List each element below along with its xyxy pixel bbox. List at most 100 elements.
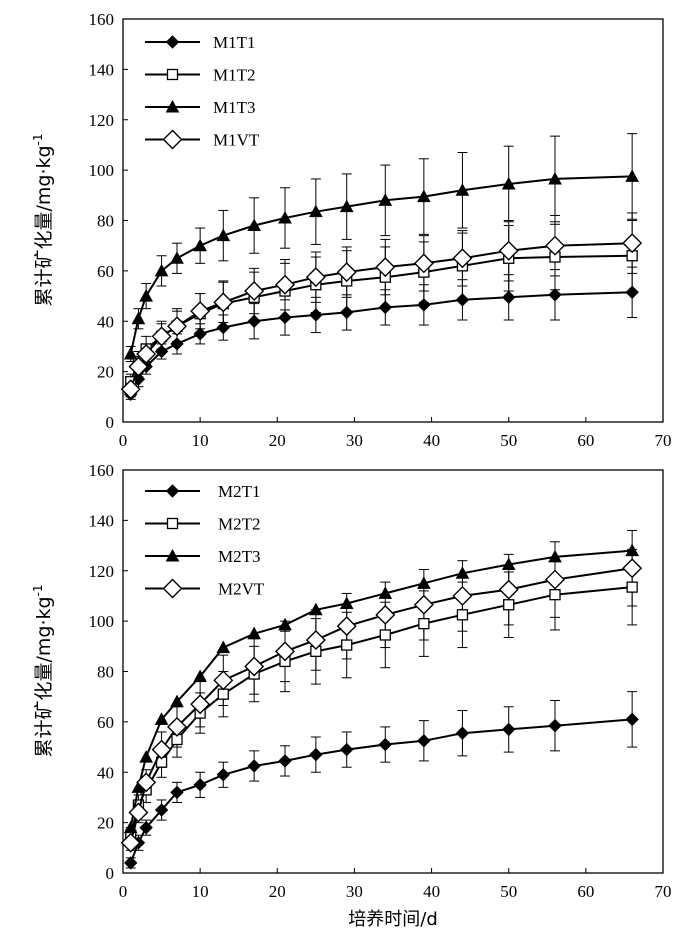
data-point-M2T1 — [124, 856, 138, 870]
x-tick-label: 0 — [119, 882, 128, 901]
x-tick-label: 70 — [655, 431, 672, 450]
data-point-M2T1 — [154, 803, 169, 817]
data-point-M2T3 — [501, 557, 516, 570]
legend-label: M2VT — [218, 580, 265, 599]
x-tick-label: 30 — [346, 882, 363, 901]
data-point-M1T3 — [131, 311, 146, 325]
legend-marker — [165, 35, 180, 49]
x-tick-label: 10 — [192, 882, 209, 901]
data-point-M2T2 — [379, 629, 391, 641]
data-point-M1T1 — [378, 300, 392, 315]
data-point-M1VT — [190, 301, 211, 322]
legend-label: M2T3 — [218, 547, 261, 566]
data-point-M2T1 — [548, 718, 562, 733]
data-point-M1T3 — [278, 210, 292, 224]
data-point-M1T1 — [455, 293, 470, 307]
data-point-M2VT — [336, 616, 357, 637]
data-point-M2T1 — [139, 820, 153, 835]
data-point-M1T3 — [193, 238, 207, 252]
plot-content-bottom: 0 10 20 30 40 50 60 70 0 20 40 60 80 100 120 140 160 M2T1… — [89, 461, 672, 901]
data-point-M1T1 — [502, 290, 516, 305]
data-point-M2T3 — [378, 586, 393, 599]
data-point-M2T3 — [247, 626, 261, 640]
data-point-M2VT — [128, 802, 149, 823]
data-point-M1T1 — [340, 305, 354, 320]
plot-content-top: 0 10 20 30 40 50 60 70 0 20 40 60 80 100 120 140 160 M1T1… — [89, 10, 672, 450]
data-point-M1VT — [275, 274, 295, 295]
y-tick-label: 160 — [89, 10, 115, 29]
y-tick-label: 140 — [89, 60, 115, 79]
data-point-M1T1 — [216, 320, 230, 335]
legend-label: M1T2 — [213, 66, 256, 85]
data-point-M2T1 — [417, 734, 431, 748]
y-tick-label: 80 — [97, 663, 114, 682]
data-point-M1T1 — [278, 310, 292, 325]
y-tick-label: 0 — [106, 413, 115, 432]
data-point-M1VT — [151, 326, 172, 347]
data-point-M2VT — [305, 630, 326, 651]
data-point-M2T1 — [278, 754, 292, 768]
legend-marker — [165, 548, 180, 562]
x-tick-label: 40 — [423, 882, 440, 901]
data-point-M1VT — [128, 356, 149, 377]
y-tick-label: 0 — [106, 864, 115, 883]
data-point-M2T2 — [549, 589, 561, 601]
y-tick-label: 140 — [89, 511, 115, 530]
data-point-M2T1 — [378, 737, 392, 752]
y-tick-label: 60 — [97, 713, 114, 732]
data-point-M1VT — [413, 253, 434, 274]
y-tick-label: 40 — [97, 312, 114, 331]
data-point-M1T3 — [170, 251, 184, 264]
data-point-M2T1 — [309, 747, 323, 762]
data-point-M1T1 — [170, 337, 184, 351]
data-point-M2T1 — [502, 722, 516, 737]
data-point-M2T3 — [170, 694, 184, 708]
data-point-M1VT — [213, 292, 234, 313]
data-point-M2T1 — [247, 759, 261, 773]
data-point-M2VT — [167, 716, 187, 737]
data-point-M2T3 — [193, 669, 207, 683]
legend-marker — [165, 484, 180, 498]
legend-marker — [166, 517, 179, 530]
data-point-M1T3 — [216, 228, 231, 242]
y-tick-label: 100 — [89, 161, 115, 180]
plot-frame-top — [122, 18, 664, 423]
data-point-M2T2 — [341, 639, 353, 651]
legend-label: M1T1 — [213, 33, 256, 52]
data-point-M2T3 — [139, 750, 153, 763]
legend-label: M1T3 — [213, 98, 256, 117]
data-point-M2T2 — [503, 599, 515, 611]
data-point-M2T1 — [193, 778, 207, 792]
x-tick-label: 60 — [577, 882, 594, 901]
data-point-M1T3 — [123, 346, 138, 360]
data-point-M2VT — [244, 656, 265, 677]
series-line-M2T1 — [129, 718, 633, 864]
data-point-M1T3 — [378, 193, 393, 206]
data-point-M1T1 — [548, 288, 562, 302]
data-point-M2VT — [190, 694, 211, 715]
data-point-M1VT — [452, 248, 473, 269]
x-tick-label: 50 — [500, 882, 517, 901]
data-point-M1VT — [375, 257, 396, 278]
data-point-M2T1 — [340, 742, 354, 757]
data-point-M1T3 — [625, 169, 639, 182]
data-point-M2T3 — [309, 602, 323, 616]
data-point-M1VT — [167, 316, 187, 337]
data-point-M1VT — [120, 379, 141, 400]
y-tick-label: 20 — [97, 363, 114, 382]
data-point-M2VT — [120, 832, 141, 853]
data-point-M2T3 — [625, 543, 639, 557]
data-point-M2T1 — [625, 712, 639, 727]
data-point-M2T3 — [216, 640, 231, 654]
data-point-M1T3 — [455, 183, 470, 196]
panel-top: 0 10 20 30 40 50 60 70 0 20 40 60 80 100 120 140 160 M1T1… — [31, 10, 672, 450]
data-point-M2VT — [275, 641, 295, 662]
data-point-M2T1 — [455, 726, 470, 740]
data-point-M1T3 — [154, 263, 169, 277]
data-point-M2T2 — [217, 688, 229, 700]
data-point-M1VT — [136, 344, 157, 364]
y-tick-label: 160 — [89, 461, 115, 480]
data-point-M2VT — [413, 594, 434, 615]
data-point-M1T1 — [417, 298, 431, 312]
legend-label: M2T1 — [218, 482, 261, 501]
